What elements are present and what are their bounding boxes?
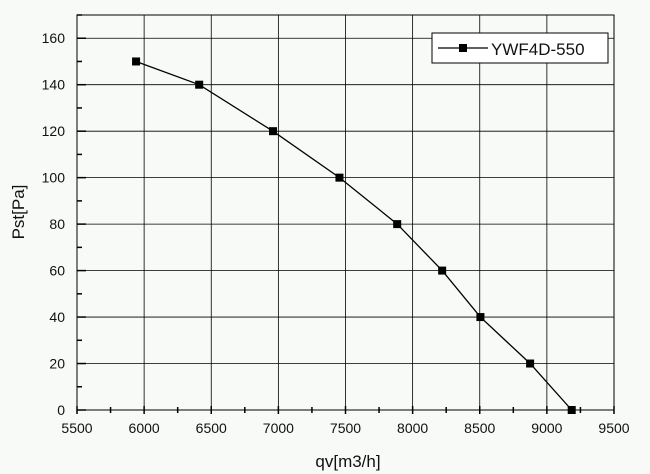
legend: YWF4D-550 (431, 32, 609, 64)
y-tick-label: 40 (49, 309, 65, 325)
x-tick-label: 7000 (263, 420, 294, 436)
x-tick-label: 9500 (598, 420, 629, 436)
data-point (526, 359, 535, 368)
data-point (132, 57, 141, 66)
x-tick-label: 8000 (397, 420, 428, 436)
y-tick-label: 80 (49, 216, 65, 232)
data-point (438, 266, 447, 275)
x-tick-label: 8500 (464, 420, 495, 436)
series-line (135, 60, 573, 411)
legend-label: YWF4D-550 (491, 40, 585, 59)
y-tick-label: 160 (42, 30, 66, 46)
grid (76, 14, 615, 411)
y-tick-label: 100 (42, 170, 66, 186)
x-tick-label: 6000 (129, 420, 160, 436)
axes: 5500 6000 6500 7000 7500 8000 8500 9000 9500 0 20 4… (42, 14, 630, 436)
y-tick-label: 120 (42, 123, 66, 139)
data-point (393, 220, 402, 229)
y-axis-label: Pst[Pa] (9, 185, 28, 240)
data-point (269, 127, 278, 136)
x-tick-label: 5500 (61, 420, 92, 436)
data-point (195, 80, 204, 89)
data-point (335, 173, 344, 182)
data-point (476, 313, 485, 322)
x-tick-label: 9000 (531, 420, 562, 436)
x-tick-label: 6500 (196, 420, 227, 436)
y-tick-label: 20 (49, 356, 65, 372)
x-axis-label: qv[m3/h] (315, 452, 380, 471)
y-tick-label: 0 (57, 402, 65, 418)
data-point (567, 406, 576, 414)
y-tick-label: 60 (49, 263, 65, 279)
series (132, 57, 576, 414)
y-tick-label: 140 (42, 77, 66, 93)
legend-marker (459, 44, 467, 52)
x-tick-label: 7500 (330, 420, 361, 436)
